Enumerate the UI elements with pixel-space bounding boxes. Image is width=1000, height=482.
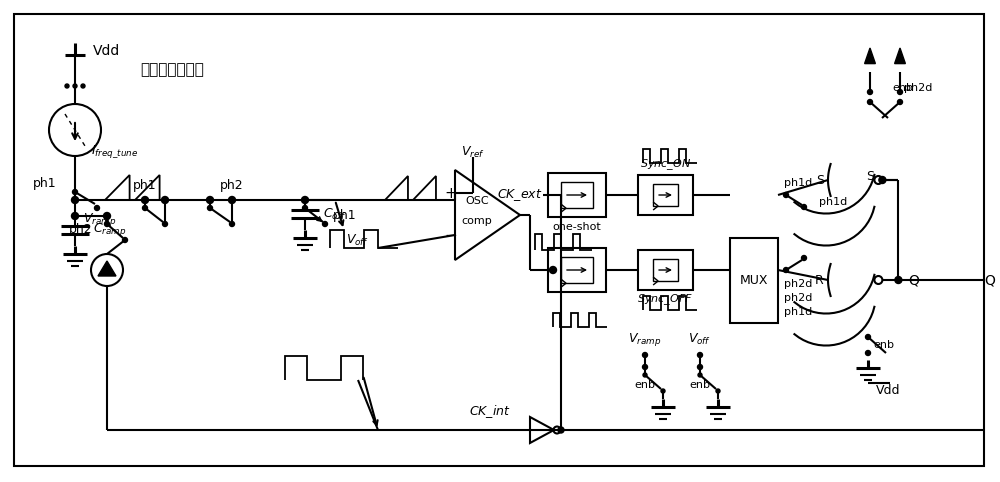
Text: $Sync\_ON$: $Sync\_ON$: [640, 158, 691, 173]
Circle shape: [642, 364, 648, 370]
Text: $CK\_ext$: $CK\_ext$: [497, 187, 543, 203]
Text: $V_{ref}$: $V_{ref}$: [461, 145, 485, 160]
Circle shape: [879, 176, 886, 184]
Circle shape: [716, 389, 720, 393]
Circle shape: [208, 205, 212, 211]
Circle shape: [302, 205, 308, 211]
Circle shape: [558, 427, 564, 433]
Text: Q: Q: [908, 273, 919, 287]
Text: enb: enb: [873, 340, 894, 350]
Circle shape: [162, 222, 168, 227]
Circle shape: [104, 213, 110, 219]
Circle shape: [866, 335, 870, 339]
Circle shape: [72, 197, 78, 203]
Circle shape: [642, 352, 648, 358]
Circle shape: [802, 255, 806, 260]
Text: +: +: [445, 186, 457, 201]
Text: $C_{off}$: $C_{off}$: [323, 206, 346, 222]
Text: $V_{ramp}$: $V_{ramp}$: [83, 212, 116, 228]
Text: ph1: ph1: [333, 210, 357, 223]
Text: R: R: [815, 273, 824, 286]
Text: $CK\_int$: $CK\_int$: [469, 403, 511, 420]
Circle shape: [162, 197, 168, 203]
Text: $V_{off}$: $V_{off}$: [688, 332, 712, 347]
Circle shape: [94, 205, 100, 211]
Circle shape: [866, 350, 870, 356]
Circle shape: [322, 222, 328, 227]
Text: S: S: [816, 174, 824, 187]
Circle shape: [73, 84, 77, 88]
Text: ph2d: ph2d: [784, 279, 812, 289]
Text: comp: comp: [462, 216, 492, 226]
Polygon shape: [895, 48, 905, 64]
Text: ph1: ph1: [33, 177, 57, 190]
Circle shape: [302, 197, 308, 203]
Text: ph1d: ph1d: [784, 307, 812, 317]
Text: ph2d: ph2d: [784, 293, 812, 303]
Text: ph2: ph2: [220, 178, 244, 191]
Circle shape: [228, 197, 236, 203]
Circle shape: [72, 189, 78, 195]
Circle shape: [898, 99, 902, 105]
Circle shape: [104, 222, 110, 227]
Text: one-shot: one-shot: [553, 222, 601, 232]
Circle shape: [698, 373, 702, 377]
Text: $V_{ramp}$: $V_{ramp}$: [628, 331, 662, 348]
Text: $C_{ramp}$: $C_{ramp}$: [93, 222, 126, 239]
Text: 频率校准及设置: 频率校准及设置: [140, 63, 204, 78]
Circle shape: [898, 90, 902, 94]
Circle shape: [643, 373, 647, 377]
Circle shape: [207, 197, 214, 203]
Text: Q: Q: [984, 273, 995, 287]
Text: MUX: MUX: [740, 274, 768, 287]
Circle shape: [65, 84, 69, 88]
Circle shape: [895, 277, 902, 283]
Text: $I_{freq\_tune}$: $I_{freq\_tune}$: [91, 144, 138, 161]
Text: enb: enb: [690, 380, 710, 390]
Text: $Sync\_OFF$: $Sync\_OFF$: [637, 293, 694, 308]
Circle shape: [230, 222, 234, 227]
Circle shape: [122, 238, 128, 242]
Circle shape: [698, 352, 702, 358]
Polygon shape: [865, 48, 875, 64]
Text: $V_{off}$: $V_{off}$: [346, 232, 370, 248]
Text: enb: enb: [635, 380, 656, 390]
Circle shape: [784, 268, 788, 272]
Circle shape: [802, 204, 806, 210]
Circle shape: [142, 197, 148, 203]
Text: S: S: [866, 170, 874, 183]
Text: ph2d: ph2d: [904, 83, 932, 93]
Text: −: −: [445, 228, 457, 242]
Text: ph2: ph2: [69, 224, 93, 237]
Circle shape: [698, 364, 702, 370]
Circle shape: [72, 213, 78, 219]
Text: ph1: ph1: [133, 178, 157, 191]
Circle shape: [661, 389, 665, 393]
Polygon shape: [98, 261, 116, 276]
Text: Vdd: Vdd: [93, 44, 120, 58]
Text: enb: enb: [892, 83, 913, 93]
Circle shape: [143, 205, 148, 211]
Text: Vdd: Vdd: [876, 384, 900, 397]
Text: OSC: OSC: [465, 196, 489, 206]
Circle shape: [81, 84, 85, 88]
Circle shape: [868, 99, 872, 105]
Text: ph1d: ph1d: [784, 178, 812, 188]
Circle shape: [868, 90, 872, 94]
Circle shape: [784, 192, 788, 198]
Text: ph1d: ph1d: [819, 197, 847, 207]
Circle shape: [550, 267, 556, 273]
